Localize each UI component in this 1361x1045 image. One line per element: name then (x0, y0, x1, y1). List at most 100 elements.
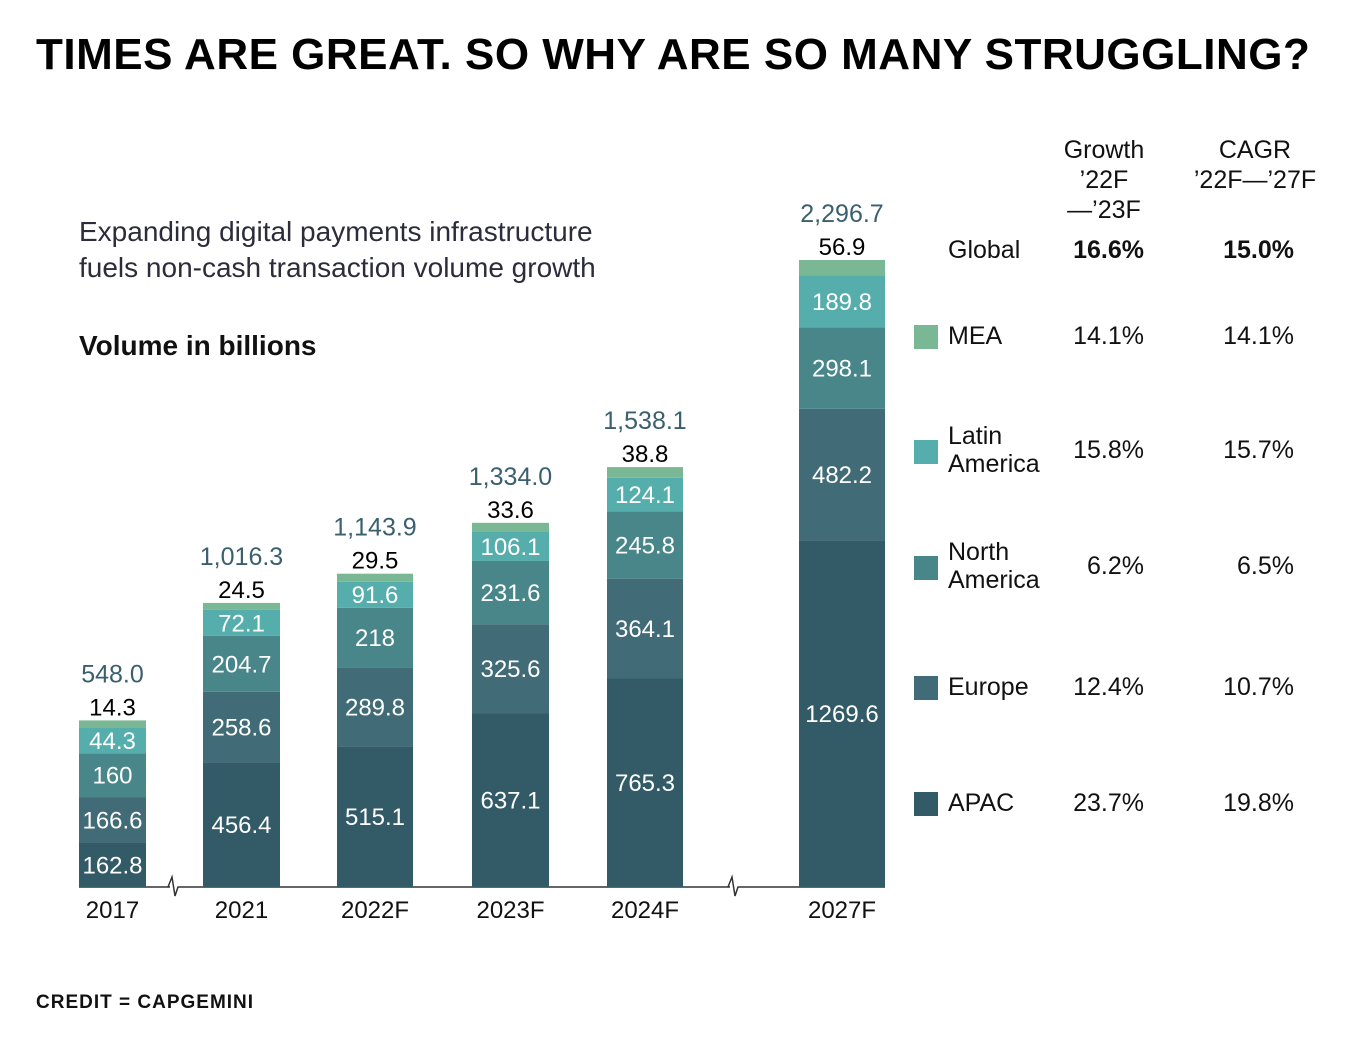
row-name: Latin America (948, 422, 1040, 478)
segment-label-2017-mea: 14.3 (89, 694, 136, 721)
row-name-line: Europe (948, 673, 1029, 701)
segment-label-2022F-latin-america: 91.6 (352, 582, 399, 609)
segment-label-2023F-north-america: 231.6 (480, 580, 540, 607)
legend-swatch (914, 676, 938, 700)
bar-2024F-europe (607, 578, 683, 679)
bar-2023F-apac (472, 713, 549, 887)
row-name-line: America (948, 450, 1040, 478)
cagr-value: 15.7% (1223, 436, 1294, 464)
segment-label-2022F-europe: 289.8 (345, 694, 405, 721)
segment-label-2022F-mea: 29.5 (352, 548, 399, 575)
segment-label-2021-europe: 258.6 (211, 715, 271, 742)
subtitle-line-2: fuels non-cash transaction volume growth (79, 252, 596, 283)
bar-2022F-mea (337, 573, 413, 582)
bar-2023F-north-america (472, 560, 549, 625)
page-title: TIMES ARE GREAT. SO WHY ARE SO MANY STRU… (36, 30, 1311, 79)
segment-label-2024F-europe: 364.1 (615, 616, 675, 643)
segment-label-2023F-mea: 33.6 (487, 497, 534, 524)
segment-label-2024F-mea: 38.8 (622, 441, 669, 468)
segment-label-2023F-latin-america: 106.1 (480, 534, 540, 561)
table-row-global: Global 16.6% 15.0% (914, 232, 1344, 292)
row-name: Global (948, 236, 1020, 264)
growth-value: 15.8% (1073, 436, 1144, 464)
segment-label-2027F-latin-america: 189.8 (812, 289, 872, 316)
row-name-line: Global (948, 236, 1021, 264)
x-axis-line (79, 874, 885, 897)
row-name: MEA (948, 322, 1002, 350)
cagr-header-line2: ’22F—’27F (1193, 166, 1317, 194)
bar-2021-latin-america (203, 609, 280, 636)
segment-label-2024F-latin-america: 124.1 (615, 482, 675, 509)
table-row-latin-america: Latin America 15.8% 15.7% (914, 422, 1344, 488)
segment-label-2023F-europe: 325.6 (480, 656, 540, 683)
total-label-2023F: 1,334.0 (469, 463, 552, 491)
legend-swatch (914, 792, 938, 816)
segment-label-2027F-apac: 1269.6 (805, 701, 878, 728)
total-label-2024F: 1,538.1 (603, 407, 686, 435)
cagr-value: 14.1% (1223, 322, 1294, 350)
growth-header-line1: Growth (1063, 136, 1145, 164)
segment-label-2021-mea: 24.5 (218, 577, 265, 604)
bar-2021-europe (203, 691, 280, 763)
bar-2023F-latin-america (472, 531, 549, 561)
segment-label-2017-europe: 166.6 (82, 807, 142, 834)
row-name: APAC (948, 789, 1014, 817)
x-tick-label-2027F: 2027F (808, 897, 876, 924)
segment-label-2017-north-america: 160 (92, 763, 132, 790)
growth-value: 6.2% (1087, 552, 1144, 580)
table-row-apac: APAC 23.7% 19.8% (914, 785, 1344, 845)
table-row-mea: MEA 14.1% 14.1% (914, 318, 1344, 378)
bar-2027F-apac (799, 540, 885, 887)
cagr-value: 15.0% (1223, 236, 1294, 264)
bar-2021-north-america (203, 635, 280, 692)
bar-2022F-north-america (337, 607, 413, 668)
total-label-2027F: 2,296.7 (800, 200, 883, 228)
bar-2024F-latin-america (607, 477, 683, 512)
bar-2023F-europe (472, 624, 549, 714)
bar-2017-latin-america (79, 727, 146, 754)
bar-2027F-north-america (799, 327, 885, 409)
bar-2017-mea (79, 720, 146, 728)
x-tick-label-2024F: 2024F (611, 897, 679, 924)
segment-label-2024F-north-america: 245.8 (615, 533, 675, 560)
row-name-line: North (948, 538, 1010, 566)
segment-label-2021-latin-america: 72.1 (218, 610, 265, 637)
growth-value: 12.4% (1073, 673, 1144, 701)
growth-value: 23.7% (1073, 789, 1144, 817)
unit-label: Volume in billions (79, 330, 317, 361)
legend-swatch (914, 440, 938, 464)
bar-2017-north-america (79, 753, 146, 798)
cagr-value: 6.5% (1237, 552, 1294, 580)
row-name: Europe (948, 673, 1029, 701)
row-name-line: Latin (948, 422, 1003, 450)
segment-label-2017-latin-america: 44.3 (89, 728, 136, 755)
growth-value: 14.1% (1073, 322, 1144, 350)
cagr-header: CAGR ’22F—’27F (1190, 135, 1320, 195)
subtitle-line-1: Expanding digital payments infrastructur… (79, 216, 593, 247)
segment-label-2021-north-america: 204.7 (211, 651, 271, 678)
bar-2021-apac (203, 762, 280, 887)
bar-2027F-mea (799, 260, 885, 276)
cagr-value: 10.7% (1223, 673, 1294, 701)
x-tick-label-2017: 2017 (86, 897, 139, 924)
bar-2024F-mea (607, 467, 683, 478)
growth-header: Growth ’22F—’23F (1044, 135, 1164, 225)
row-name-line: APAC (948, 789, 1015, 817)
legend-swatch (914, 325, 938, 349)
segment-label-2027F-mea: 56.9 (819, 234, 866, 261)
row-name-line: America (948, 566, 1040, 594)
bar-2023F-mea (472, 522, 549, 532)
segment-label-2022F-apac: 515.1 (345, 804, 405, 831)
total-label-2021: 1,016.3 (200, 543, 283, 571)
bar-2017-europe (79, 797, 146, 843)
segment-label-2021-apac: 456.4 (211, 812, 271, 839)
segment-label-2023F-apac: 637.1 (480, 788, 540, 815)
x-tick-label-2021: 2021 (215, 897, 268, 924)
total-label-2017: 548.0 (81, 660, 144, 688)
segment-label-2022F-north-america: 218 (355, 625, 395, 652)
bar-2022F-europe (337, 667, 413, 747)
total-label-2022F: 1,143.9 (333, 514, 416, 542)
bar-2027F-latin-america (799, 275, 885, 328)
growth-value: 16.6% (1073, 236, 1144, 264)
